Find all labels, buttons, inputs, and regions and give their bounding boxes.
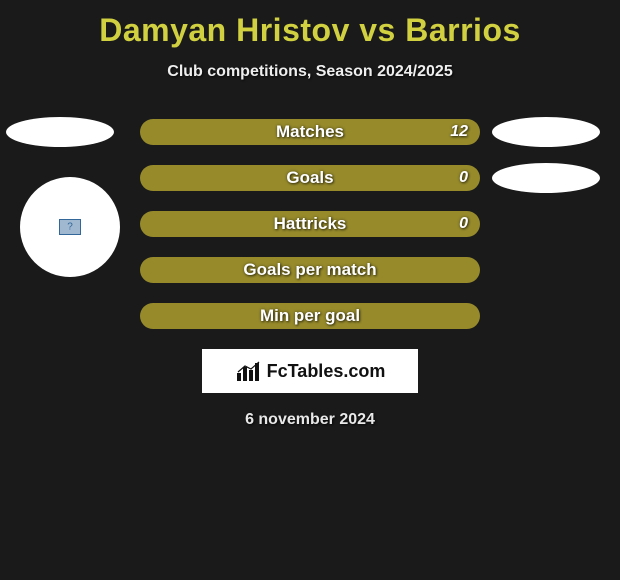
placeholder-icon (59, 219, 81, 235)
stat-bar: Min per goal (140, 303, 480, 329)
stat-bar: Goals per match (140, 257, 480, 283)
ellipse-right (492, 163, 600, 193)
ellipse-left (6, 117, 114, 147)
subtitle: Club competitions, Season 2024/2025 (0, 63, 620, 81)
stat-label: Goals per match (243, 260, 376, 280)
date-text: 6 november 2024 (0, 411, 620, 429)
comparison-chart: Matches12Goals0Hattricks0Goals per match… (0, 119, 620, 329)
bars-icon (235, 359, 263, 383)
player-avatar-left (20, 177, 120, 277)
ellipse-row (0, 117, 620, 147)
avatar-circle (20, 177, 120, 277)
stat-label: Hattricks (274, 214, 347, 234)
stat-value: 0 (459, 215, 468, 233)
stat-bar: Hattricks 0 (140, 211, 480, 237)
logo-box: FcTables.com (202, 349, 418, 393)
page-title: Damyan Hristov vs Barrios (0, 0, 620, 49)
logo-text: FcTables.com (267, 361, 386, 382)
ellipse-right (492, 117, 600, 147)
stat-label: Min per goal (260, 306, 360, 326)
